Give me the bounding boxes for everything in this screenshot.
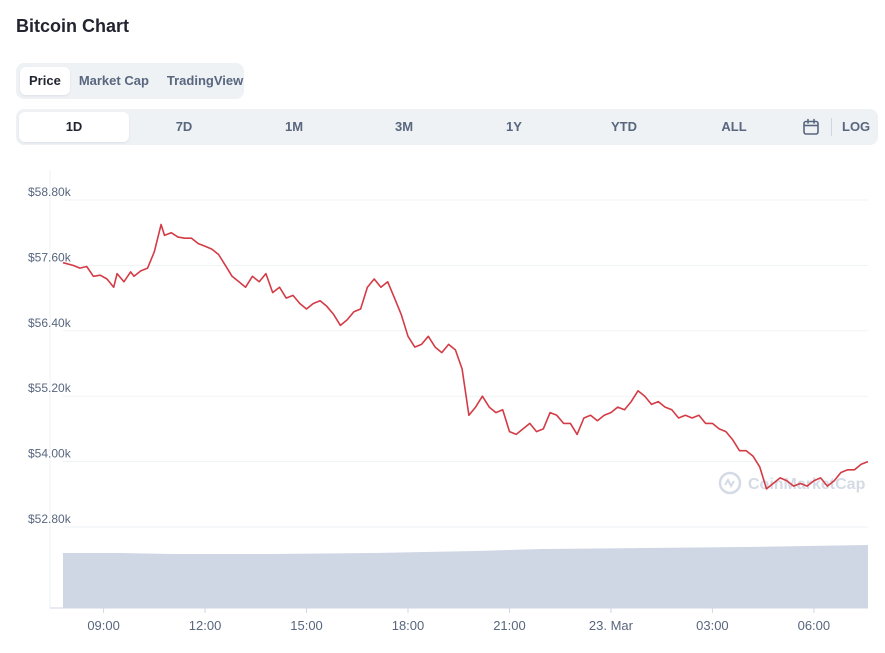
range-3m[interactable]: 3M [394,119,414,134]
price-line [62,223,869,490]
x-tick-label: 15:00 [290,618,323,633]
chart-type-tabs: Price Market Cap TradingView [16,63,244,99]
y-tick-label: $58.80k [28,185,72,199]
volume-area [63,545,868,608]
range-ytd[interactable]: YTD [611,119,637,134]
y-tick-label: $55.20k [28,381,72,395]
x-tick-label: 18:00 [392,618,425,633]
tab-tradingview[interactable]: TradingView [166,73,244,88]
time-range-bar: 1D 7D 1M 3M 1Y YTD ALL LOG [16,109,878,145]
y-tick-label: $52.80k [28,512,72,526]
log-scale-button[interactable]: LOG [842,119,871,134]
y-tick-label: $56.40k [28,316,72,330]
y-tick-label: $57.60k [28,250,72,264]
calendar-icon[interactable] [802,118,820,136]
y-tick-label: $54.00k [28,447,72,461]
range-1m[interactable]: 1M [284,119,304,134]
x-tick-label: 21:00 [493,618,526,633]
range-1d[interactable]: 1D [19,112,129,142]
page-title: Bitcoin Chart [16,16,130,36]
range-all[interactable]: ALL [721,119,747,134]
x-tick-label: 03:00 [696,618,729,633]
x-tick-label: 12:00 [189,618,222,633]
range-1y[interactable]: 1Y [506,119,522,134]
x-tick-label: 09:00 [87,618,120,633]
x-tick-label: 06:00 [798,618,831,633]
tab-market-cap[interactable]: Market Cap [78,73,149,88]
coinmarketcap-watermark: CoinMarketCap [718,471,866,495]
range-7d[interactable]: 7D [175,119,193,134]
tab-price[interactable]: Price [20,67,70,95]
toolbar-divider [831,118,832,136]
x-tick-label: 23. Mar [589,618,634,633]
